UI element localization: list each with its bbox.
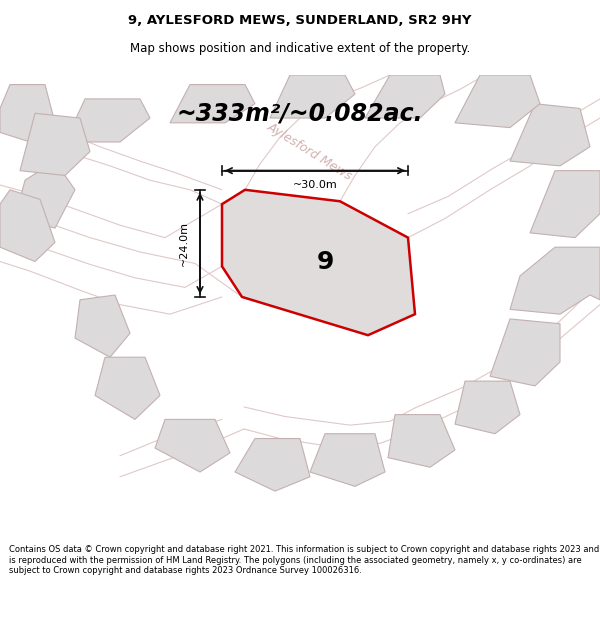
Polygon shape: [235, 439, 310, 491]
Polygon shape: [455, 75, 540, 128]
Text: Map shows position and indicative extent of the property.: Map shows position and indicative extent…: [130, 42, 470, 56]
Polygon shape: [95, 357, 160, 419]
Polygon shape: [388, 414, 455, 468]
Polygon shape: [155, 419, 230, 472]
Polygon shape: [170, 84, 255, 123]
Text: ~333m²/~0.082ac.: ~333m²/~0.082ac.: [176, 101, 424, 125]
Polygon shape: [270, 75, 355, 118]
Text: Aylesford Mews: Aylesford Mews: [265, 120, 355, 183]
Polygon shape: [65, 99, 150, 142]
Polygon shape: [0, 190, 55, 261]
Polygon shape: [0, 84, 55, 142]
Polygon shape: [490, 319, 560, 386]
Polygon shape: [455, 381, 520, 434]
Text: ~24.0m: ~24.0m: [179, 221, 189, 266]
Polygon shape: [20, 113, 90, 176]
Polygon shape: [15, 161, 75, 228]
Polygon shape: [310, 434, 385, 486]
Text: ~30.0m: ~30.0m: [293, 180, 337, 190]
Polygon shape: [510, 104, 590, 166]
Text: Contains OS data © Crown copyright and database right 2021. This information is : Contains OS data © Crown copyright and d…: [9, 546, 599, 575]
Polygon shape: [530, 171, 600, 238]
Polygon shape: [510, 248, 600, 314]
Text: 9: 9: [316, 249, 334, 274]
Polygon shape: [365, 75, 445, 118]
Polygon shape: [222, 190, 415, 335]
Text: 9, AYLESFORD MEWS, SUNDERLAND, SR2 9HY: 9, AYLESFORD MEWS, SUNDERLAND, SR2 9HY: [128, 14, 472, 27]
Polygon shape: [75, 295, 130, 358]
